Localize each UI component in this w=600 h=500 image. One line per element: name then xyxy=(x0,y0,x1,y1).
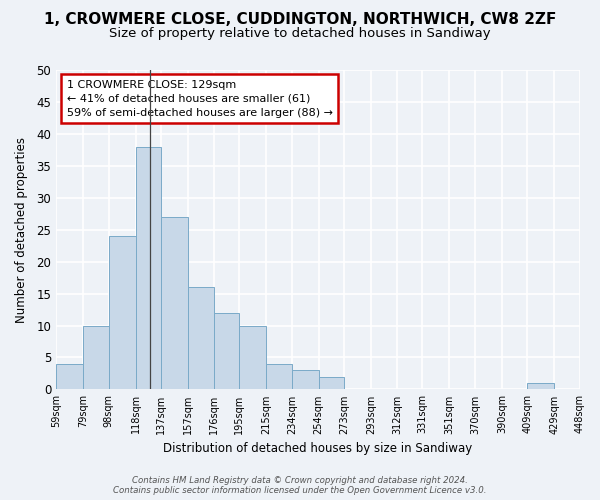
Bar xyxy=(292,370,319,390)
Text: Size of property relative to detached houses in Sandiway: Size of property relative to detached ho… xyxy=(109,28,491,40)
Bar xyxy=(161,217,188,390)
Text: 1, CROWMERE CLOSE, CUDDINGTON, NORTHWICH, CW8 2ZF: 1, CROWMERE CLOSE, CUDDINGTON, NORTHWICH… xyxy=(44,12,556,28)
Bar xyxy=(527,383,554,390)
Bar xyxy=(319,376,344,390)
Bar xyxy=(136,146,161,390)
Bar xyxy=(214,313,239,390)
X-axis label: Distribution of detached houses by size in Sandiway: Distribution of detached houses by size … xyxy=(163,442,473,455)
Text: Contains HM Land Registry data © Crown copyright and database right 2024.
Contai: Contains HM Land Registry data © Crown c… xyxy=(113,476,487,495)
Bar xyxy=(56,364,83,390)
Bar xyxy=(239,326,266,390)
Bar xyxy=(266,364,292,390)
Y-axis label: Number of detached properties: Number of detached properties xyxy=(15,136,28,322)
Bar xyxy=(109,236,136,390)
Bar xyxy=(83,326,109,390)
Text: 1 CROWMERE CLOSE: 129sqm
← 41% of detached houses are smaller (61)
59% of semi-d: 1 CROWMERE CLOSE: 129sqm ← 41% of detach… xyxy=(67,80,332,118)
Bar xyxy=(188,287,214,390)
